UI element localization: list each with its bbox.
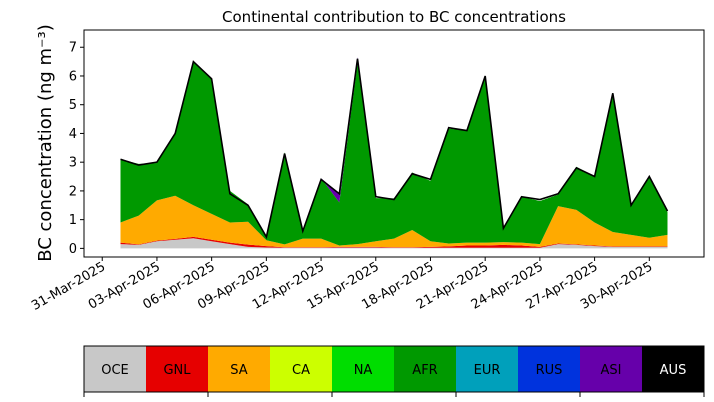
- y-tick-label: 0: [69, 242, 77, 257]
- area-afr: [120, 61, 668, 246]
- plot-area: [120, 57, 669, 249]
- colorbar-label-gnl: GNL: [163, 363, 191, 378]
- plot-frame: [83, 29, 705, 258]
- colorbar-label-na: NA: [354, 363, 373, 378]
- colorbar-swatch-oce: [84, 346, 147, 392]
- colorbar-swatch-ca: [270, 346, 333, 392]
- area-sa: [120, 195, 668, 248]
- y-axis: 0 1 2 3 4 5 6 7: [69, 41, 84, 257]
- y-tick-label: 1: [69, 213, 77, 228]
- colorbar-swatch-aus: [642, 346, 705, 392]
- colorbar-label-afr: AFR: [412, 363, 437, 378]
- total-line: [120, 58, 669, 240]
- y-tick-label: 6: [69, 69, 77, 84]
- y-axis-label: BC concentration (ng m⁻³): [35, 24, 56, 262]
- y-tick-label: 5: [69, 98, 77, 113]
- area-oce: [120, 238, 668, 249]
- colorbar-swatch-asi: [580, 346, 643, 392]
- colorbar-swatch-rus: [518, 346, 581, 392]
- colorbar-label-oce: OCE: [101, 363, 129, 378]
- colorbar-label-sa: SA: [230, 363, 247, 378]
- colorbar-label-rus: RUS: [536, 363, 563, 378]
- area-gnl: [120, 236, 668, 248]
- colorbar-label-eur: EUR: [474, 363, 501, 378]
- colorbar-swatch-gnl: [146, 346, 209, 392]
- colorbar-swatch-na: [332, 346, 395, 392]
- colorbar-swatch-eur: [456, 346, 519, 392]
- x-axis: 31-Mar-202503-Apr-202506-Apr-202509-Apr-…: [29, 257, 655, 314]
- colorbar-label-asi: ASI: [601, 363, 622, 378]
- region-colorbar: OCE GNL SA CA NA AFR EUR RUS ASI AUS: [83, 345, 705, 397]
- colorbar-swatch-afr: [394, 346, 457, 392]
- y-tick-label: 4: [69, 127, 77, 142]
- y-tick-label: 2: [69, 184, 77, 199]
- y-tick-label: 3: [69, 156, 77, 171]
- colorbar-frame: [83, 345, 705, 393]
- colorbar-swatch-sa: [208, 346, 271, 392]
- colorbar-label-ca: CA: [292, 363, 310, 378]
- colorbar-label-aus: AUS: [660, 363, 687, 378]
- chart-title: Continental contribution to BC concentra…: [222, 8, 566, 26]
- y-tick-label: 7: [69, 41, 77, 56]
